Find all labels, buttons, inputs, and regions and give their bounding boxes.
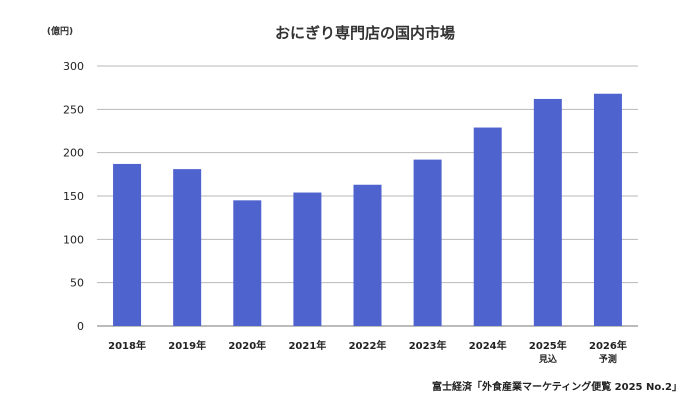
x-tick-label: 2026年 (589, 339, 627, 352)
bar-2026年 (593, 93, 622, 326)
x-tick-label: 2018年 (108, 339, 146, 352)
y-unit-label: (億円) (47, 25, 73, 37)
x-tick-label: 2025年 (529, 339, 567, 352)
bar-2022年 (353, 184, 382, 326)
y-tick-label: 0 (77, 320, 84, 333)
x-tick-label: 2021年 (288, 339, 326, 352)
y-tick-label: 100 (63, 233, 84, 246)
x-tick-note: 見込 (538, 353, 557, 365)
x-tick-note: 予測 (599, 353, 617, 365)
x-tick-label: 2020年 (228, 339, 266, 352)
x-axis-ticks: 2018年 2019年 2020年 2021年 2022年 2023年 2024年 2025年… (108, 339, 627, 365)
bars (113, 93, 622, 327)
bar-2025年 (533, 98, 562, 326)
source-note: 富士経済「外食産業マーケティング便覧 2025 No.2」 (432, 380, 682, 393)
chart-title: おにぎり専門店の国内市場 (275, 24, 455, 42)
bar-2018年 (113, 163, 142, 326)
x-tick-label: 2022年 (349, 339, 387, 352)
bar-2020年 (233, 200, 262, 326)
x-tick-label: 2023年 (409, 339, 447, 352)
bar-2021年 (293, 192, 322, 326)
y-tick-label: 300 (63, 60, 84, 73)
y-tick-label: 200 (63, 147, 84, 160)
y-axis-ticks: 0 50 100 150 200 250 300 (63, 60, 84, 333)
y-tick-label: 50 (70, 277, 84, 290)
x-tick-label: 2019年 (168, 339, 206, 352)
bar-2023年 (413, 159, 442, 326)
x-tick-label: 2024年 (469, 339, 507, 352)
y-tick-label: 250 (63, 103, 84, 116)
bar-2024年 (473, 127, 502, 327)
y-tick-label: 150 (63, 190, 84, 203)
bar-2019年 (173, 169, 202, 326)
